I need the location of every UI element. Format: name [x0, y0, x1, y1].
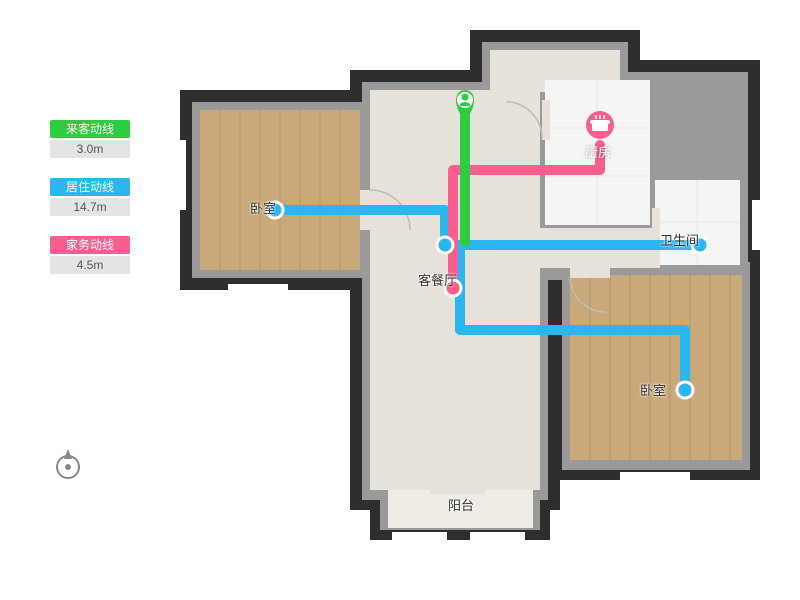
label-bedroom-right: 卧室 — [640, 380, 666, 399]
label-bathroom: 卫生间 — [660, 230, 699, 249]
label-kitchen: 厨房 — [585, 142, 611, 161]
legend: 来客动线 3.0m 居住动线 14.7m 家务动线 4.5m — [50, 120, 140, 294]
legend-guest-label: 来客动线 — [50, 120, 130, 138]
room-bedroom-left — [200, 110, 360, 270]
compass-icon — [50, 445, 86, 481]
legend-item-guest: 来客动线 3.0m — [50, 120, 140, 158]
legend-chores-value: 4.5m — [50, 256, 130, 274]
label-balcony: 阳台 — [448, 495, 474, 514]
floorplan-svg — [170, 30, 760, 545]
floorplan: 卧室 客餐厅 厨房 卫生间 卧室 阳台 — [170, 30, 760, 545]
room-bedroom-right — [570, 275, 742, 460]
legend-living-label: 居住动线 — [50, 178, 130, 196]
legend-item-living: 居住动线 14.7m — [50, 178, 140, 216]
label-living: 客餐厅 — [418, 270, 457, 289]
stage: 来客动线 3.0m 居住动线 14.7m 家务动线 4.5m — [0, 0, 800, 600]
legend-guest-value: 3.0m — [50, 140, 130, 158]
kitchen-icon — [586, 111, 614, 139]
legend-chores-label: 家务动线 — [50, 236, 130, 254]
legend-item-chores: 家务动线 4.5m — [50, 236, 140, 274]
legend-living-value: 14.7m — [50, 198, 130, 216]
label-bedroom-left: 卧室 — [250, 198, 276, 217]
